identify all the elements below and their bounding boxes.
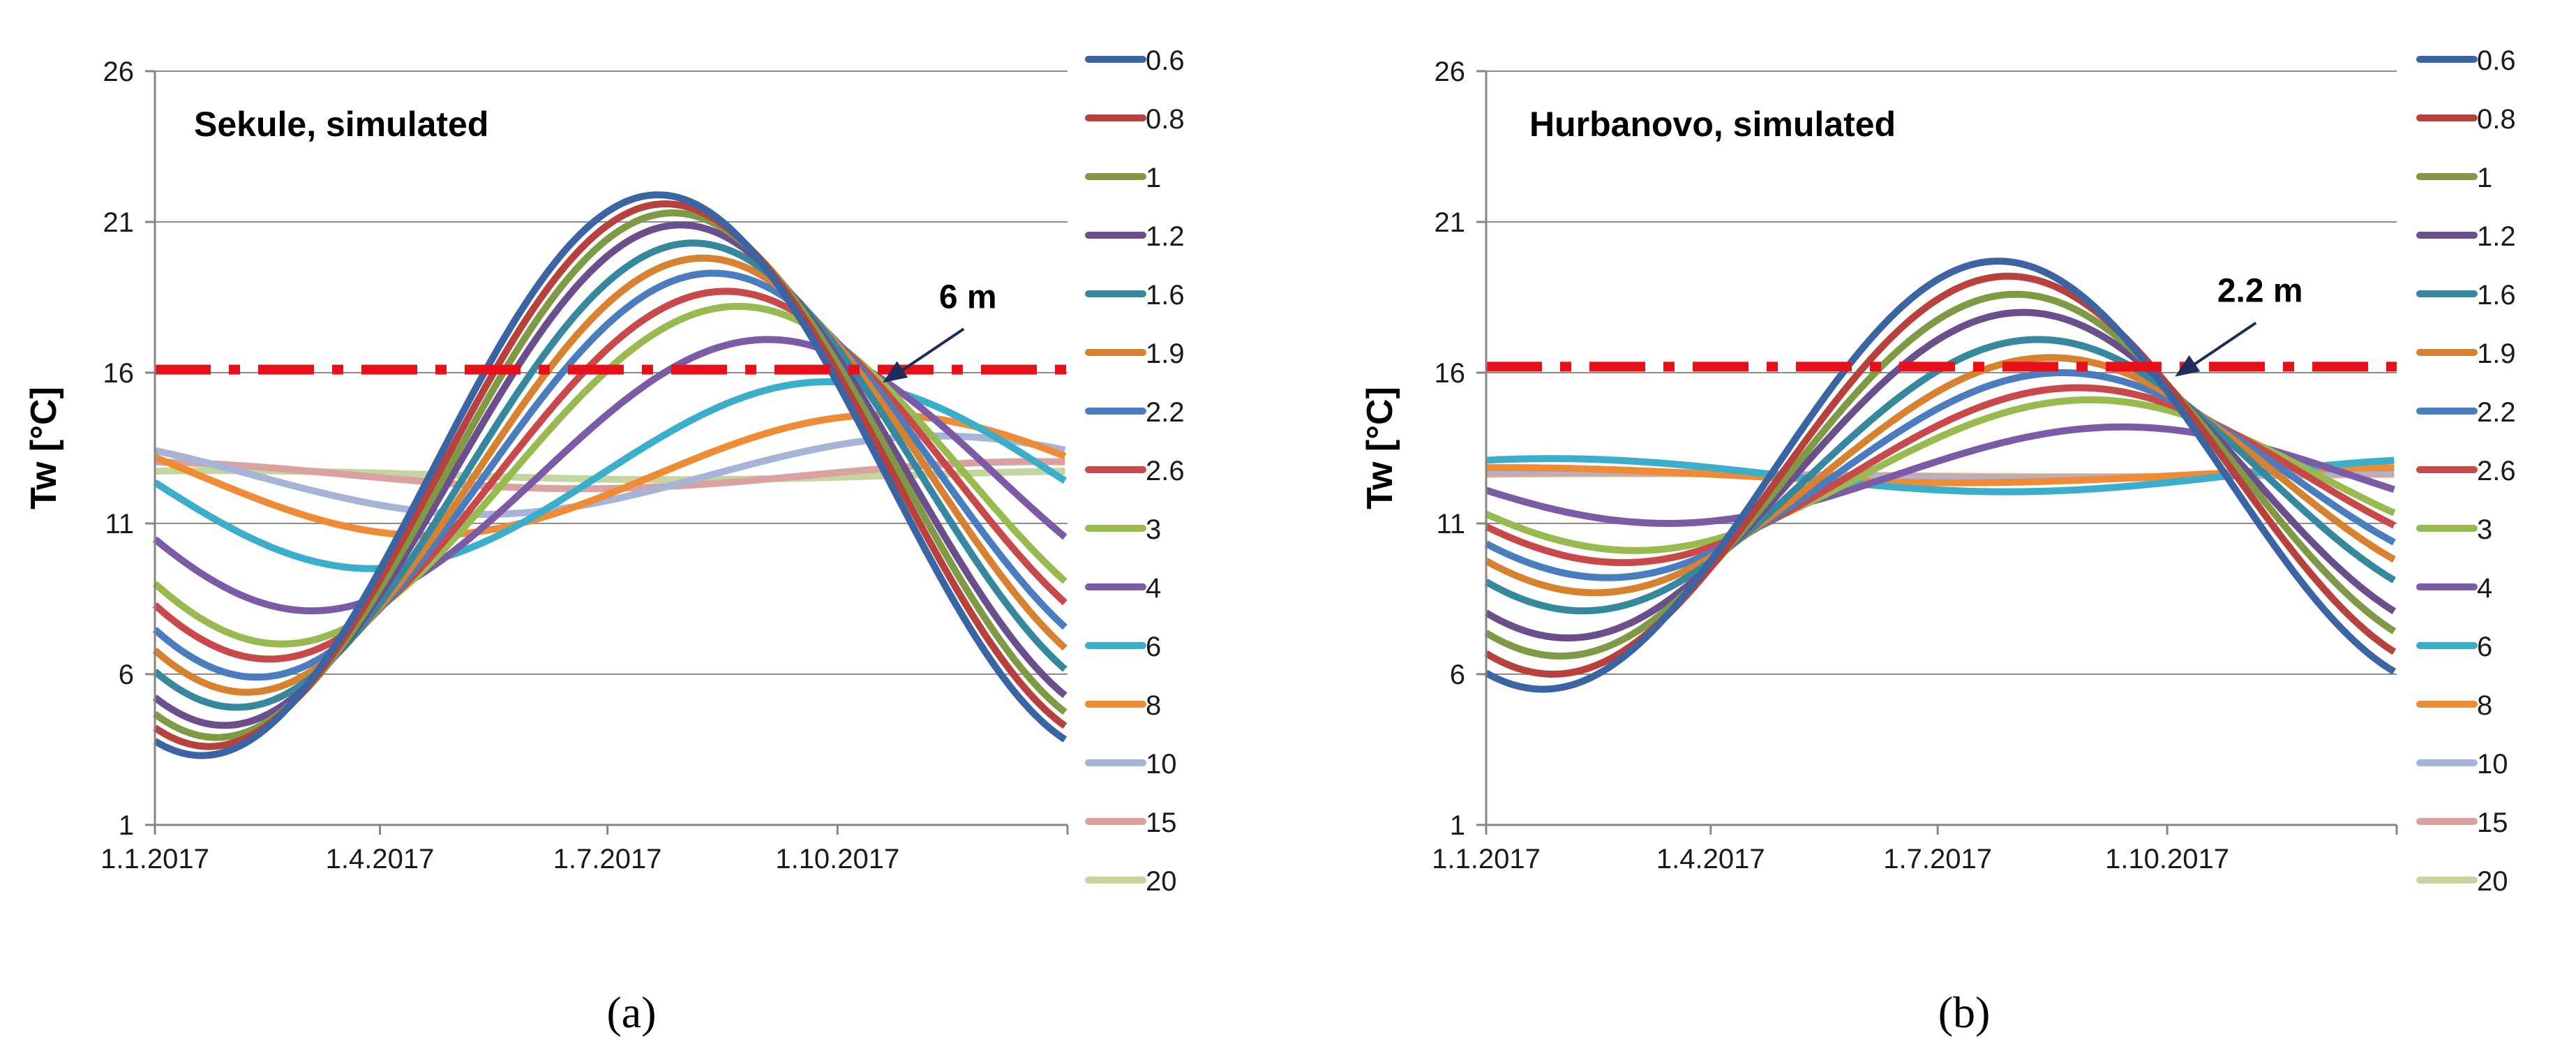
y-tick-label: 26 <box>103 57 135 87</box>
x-tick-label: 1.1.2017 <box>1432 844 1541 874</box>
axes <box>1476 70 2398 835</box>
legend-label: 15 <box>1146 807 1177 838</box>
annotation-arrow-head <box>883 361 908 383</box>
y-tick-label: 21 <box>1435 207 1466 238</box>
series-line-6 <box>153 378 1068 572</box>
legend: 0.6 0.8 1 1.2 1.6 1.9 2.2 2.6 3 4 6 8 10 15 20 <box>2416 45 2516 897</box>
y-axis-label: Tw [°C] <box>1360 387 1400 509</box>
legend-label: 2.6 <box>2477 456 2516 486</box>
series-line-4 <box>152 336 1068 615</box>
series-lines <box>1484 258 2397 693</box>
legend-label: 0.6 <box>1146 45 1185 76</box>
legend-label: 1 <box>2477 163 2492 193</box>
y-tick-label: 1 <box>119 810 134 841</box>
y-tick-label: 11 <box>105 509 134 539</box>
series-line-1-9 <box>152 254 1068 696</box>
y-tick-label: 26 <box>1435 57 1466 87</box>
x-tick-label: 1.7.2017 <box>1883 844 1992 874</box>
legend-label: 6 <box>1146 632 1161 662</box>
x-tick-label: 1.10.2017 <box>775 844 899 874</box>
legend-label: 15 <box>2477 807 2508 838</box>
annotation-arrow-head <box>2175 355 2201 377</box>
x-tick-label: 1.7.2017 <box>553 844 662 874</box>
annotation-arrow: 2.2 m <box>2175 273 2303 377</box>
annotation-arrow: 6 m <box>883 278 997 383</box>
legend-label: 3 <box>1146 514 1161 545</box>
x-tick-label: 1.4.2017 <box>1656 844 1765 874</box>
annotation-arrow-line <box>890 327 965 379</box>
x-tick-labels: 1.1.2017 1.4.2017 1.7.2017 1.10.2017 <box>100 844 899 874</box>
legend-label: 10 <box>2477 749 2508 780</box>
x-tick-label: 1.4.2017 <box>326 844 435 874</box>
legend-label: 8 <box>2477 690 2492 721</box>
legend-label: 1.2 <box>1146 221 1185 252</box>
legend-label: 1.9 <box>2477 338 2516 369</box>
legend-label: 0.6 <box>2477 45 2516 76</box>
chart-title: Hurbanovo, simulated <box>1529 105 1896 144</box>
legend-label: 4 <box>2477 573 2492 604</box>
series-lines <box>152 191 1068 759</box>
series-line-0-6 <box>153 191 1068 759</box>
grid-lines <box>1486 70 2397 675</box>
series-line-1-9 <box>1484 354 2396 597</box>
legend-label: 0.8 <box>1146 104 1185 135</box>
legend-label: 1.9 <box>1146 338 1185 369</box>
x-tick-label: 1.10.2017 <box>2105 844 2229 874</box>
legend-label: 4 <box>1146 573 1161 604</box>
x-tick-label: 1.1.2017 <box>100 844 209 874</box>
y-tick-label: 6 <box>1450 660 1465 690</box>
legend-label: 2.2 <box>2477 397 2516 428</box>
legend-label: 1.6 <box>1146 280 1185 311</box>
series-line-2-2 <box>1484 369 2396 581</box>
y-tick-label: 6 <box>119 660 134 690</box>
y-tick-label: 16 <box>1435 358 1466 389</box>
legend-label: 3 <box>2477 514 2492 545</box>
y-axis-label: Tw [°C] <box>24 387 64 509</box>
series-line-2-2 <box>152 269 1068 681</box>
legend-label: 6 <box>2477 632 2492 662</box>
legend-label: 10 <box>1146 749 1177 780</box>
annotation-label: 2.2 m <box>2217 273 2303 310</box>
legend-label: 2.2 <box>1146 397 1185 428</box>
legend-label: 1.6 <box>2477 280 2516 311</box>
series-line-0-6 <box>1484 258 2396 693</box>
legend-label: 0.8 <box>2477 104 2516 135</box>
legend: 0.6 0.8 1 1.2 1.6 1.9 2.2 2.6 3 4 6 8 10 15 20 <box>1085 45 1185 897</box>
legend-label: 1 <box>1146 163 1161 193</box>
series-line-1 <box>1484 290 2397 660</box>
series-line-1-2 <box>1484 308 2397 642</box>
y-tick-label: 11 <box>1436 509 1465 539</box>
legend-label: 1.2 <box>2477 221 2516 252</box>
chart-title: Sekule, simulated <box>194 105 488 144</box>
panel-label: (a) <box>606 988 656 1037</box>
legend-label: 2.6 <box>1146 456 1185 486</box>
panel-label: (b) <box>1938 988 1991 1037</box>
y-tick-label: 16 <box>103 358 135 389</box>
y-tick-label: 21 <box>103 207 135 238</box>
x-tick-labels: 1.1.2017 1.4.2017 1.7.2017 1.10.2017 <box>1432 844 2229 874</box>
legend-label: 20 <box>2477 866 2508 897</box>
axes <box>145 70 1069 835</box>
y-tick-label: 1 <box>1450 810 1465 841</box>
legend-label: 20 <box>1146 866 1177 897</box>
series-line-2-6 <box>152 288 1068 663</box>
annotation-arrow-line <box>2182 321 2257 373</box>
annotation-label: 6 m <box>939 278 997 315</box>
legend-label: 8 <box>1146 690 1161 721</box>
